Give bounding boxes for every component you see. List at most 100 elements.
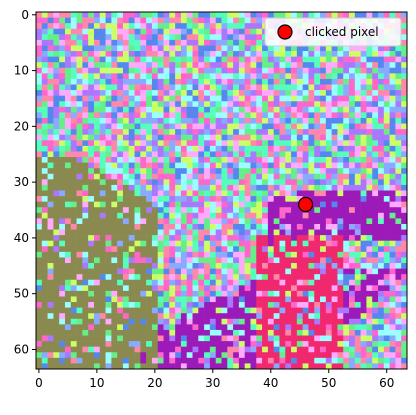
image-pixel — [180, 112, 188, 119]
image-pixel — [157, 129, 164, 136]
image-pixel — [36, 67, 43, 74]
image-pixel — [366, 90, 373, 96]
image-pixel — [151, 112, 159, 119]
image-pixel — [134, 106, 141, 113]
image-pixel — [320, 352, 327, 359]
image-pixel — [70, 363, 77, 370]
image-pixel — [64, 285, 72, 292]
image-pixel — [244, 39, 251, 46]
image-pixel — [128, 246, 135, 253]
image-pixel — [389, 240, 396, 247]
image-pixel — [180, 190, 188, 197]
image-pixel — [401, 218, 408, 225]
image-pixel — [349, 251, 356, 258]
image-pixel — [99, 223, 106, 230]
image-pixel — [233, 268, 240, 275]
image-pixel — [151, 268, 159, 275]
image-pixel — [82, 73, 89, 80]
image-pixel — [105, 346, 112, 353]
image-pixel — [314, 268, 321, 275]
y-tick-label: 30 — [14, 175, 29, 189]
image-pixel — [279, 346, 286, 353]
image-pixel — [296, 302, 303, 308]
image-pixel — [337, 318, 344, 325]
image-pixel — [244, 51, 251, 57]
image-pixel — [175, 45, 182, 52]
image-pixel — [285, 346, 292, 353]
image-pixel — [291, 78, 298, 85]
image-pixel — [151, 357, 159, 364]
image-pixel — [180, 34, 188, 41]
image-pixel — [372, 162, 379, 169]
image-pixel — [53, 145, 60, 152]
image-pixel — [151, 56, 159, 63]
image-pixel — [314, 196, 321, 202]
image-pixel — [105, 145, 112, 152]
image-pixel — [227, 357, 234, 364]
image-pixel — [99, 90, 106, 96]
image-pixel — [198, 341, 205, 347]
image-pixel — [93, 324, 101, 331]
scatter-series — [297, 196, 314, 213]
image-pixel — [88, 129, 95, 136]
image-pixel — [41, 201, 48, 208]
image-pixel — [389, 357, 396, 364]
image-pixel — [401, 190, 408, 197]
image-pixel — [354, 173, 361, 180]
image-pixel — [105, 268, 112, 275]
image-pixel — [163, 168, 170, 175]
image-pixel — [296, 307, 303, 314]
image-pixel — [401, 240, 408, 247]
image-pixel — [262, 324, 269, 331]
image-pixel — [47, 307, 54, 314]
image-pixel — [250, 212, 257, 219]
image-pixel — [128, 145, 135, 152]
image-pixel — [389, 112, 396, 119]
image-pixel — [349, 140, 356, 147]
image-pixel — [314, 346, 321, 353]
image-pixel — [93, 184, 101, 191]
image-pixel — [36, 190, 43, 197]
image-pixel — [151, 329, 159, 336]
image-pixel — [169, 207, 176, 214]
image-pixel — [285, 285, 292, 292]
image-pixel — [41, 196, 48, 202]
image-pixel — [221, 17, 228, 24]
image-pixel — [343, 257, 350, 264]
image-pixel — [401, 207, 408, 214]
image-pixel — [180, 101, 188, 108]
image-pixel — [273, 51, 280, 57]
image-pixel — [117, 313, 124, 320]
image-pixel — [76, 207, 83, 214]
image-pixel — [296, 173, 303, 180]
image-pixel — [105, 263, 112, 269]
x-tick-label: 60 — [379, 376, 394, 390]
image-pixel — [88, 140, 95, 147]
image-pixel — [93, 157, 101, 163]
image-pixel — [262, 129, 269, 136]
image-pixel — [186, 173, 193, 180]
image-pixel — [111, 318, 118, 325]
image-pixel — [169, 296, 176, 303]
image-pixel — [360, 151, 367, 158]
image-pixel — [372, 302, 379, 308]
image-pixel — [76, 101, 83, 108]
image-pixel — [53, 307, 60, 314]
image-pixel — [215, 162, 222, 169]
image-pixel — [169, 307, 176, 314]
image-pixel — [233, 134, 240, 141]
image-pixel — [227, 251, 234, 258]
image-pixel — [186, 145, 193, 152]
image-pixel — [134, 324, 141, 331]
image-pixel — [180, 95, 188, 102]
image-pixel — [47, 17, 54, 24]
image-pixel — [221, 129, 228, 136]
image-pixel — [146, 106, 153, 113]
image-pixel — [204, 352, 211, 359]
image-pixel — [36, 90, 43, 96]
image-pixel — [372, 12, 379, 18]
image-pixel — [360, 363, 367, 370]
image-pixel — [36, 151, 43, 158]
image-pixel — [354, 279, 361, 286]
image-pixel — [331, 268, 338, 275]
